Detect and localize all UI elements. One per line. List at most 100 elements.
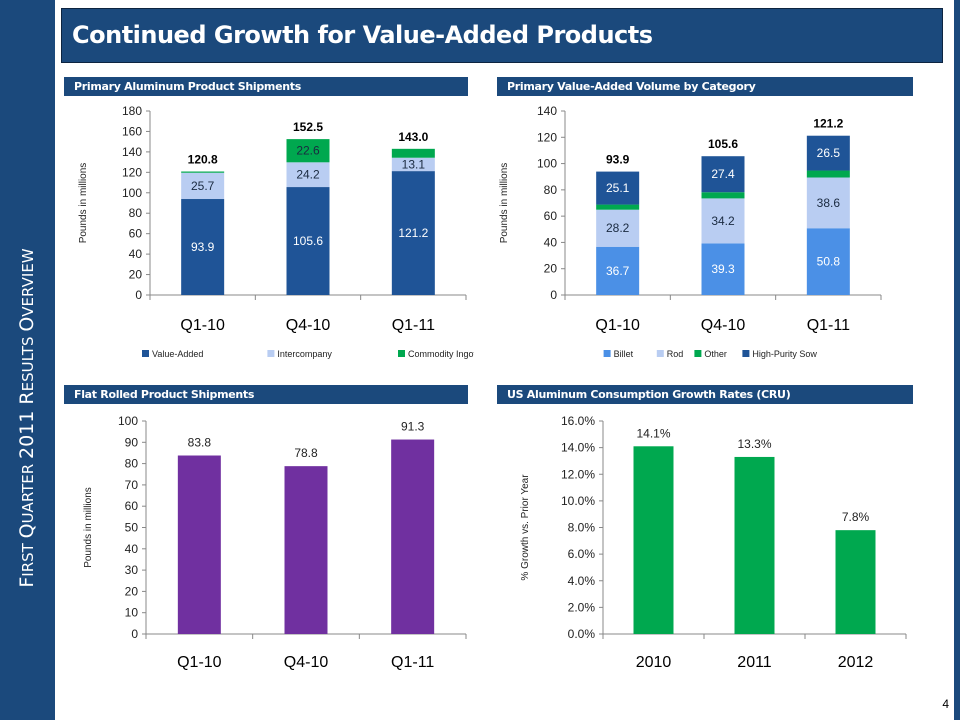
bar-intercompany bbox=[391, 157, 435, 172]
y-tick-label: 160 bbox=[122, 124, 142, 138]
bar-high-purity-sow bbox=[806, 135, 850, 171]
data-label: 105.6 bbox=[293, 234, 323, 248]
x-category-label: 2011 bbox=[737, 654, 772, 671]
y-tick-label: 16.0% bbox=[561, 414, 595, 428]
data-label: 36.7 bbox=[606, 264, 630, 278]
y-tick-label: 70 bbox=[125, 478, 139, 492]
chart-value-added-volume: 0 20 40 60 80 100 120 140 Pounds in millions 36.7… bbox=[499, 104, 882, 359]
y-tick-label: 0.0% bbox=[568, 627, 596, 641]
chart-us-consumption: 0.0% 2.0% 4.0% 6.0% 8.0% 10.0% 12.0% 14.0% 16.0%… bbox=[520, 414, 907, 671]
x-category-label: Q4-10 bbox=[701, 317, 746, 334]
y-tick-label: 140 bbox=[537, 104, 557, 118]
y-tick-label: 40 bbox=[125, 542, 139, 556]
x-category-label: Q4-10 bbox=[284, 654, 329, 671]
data-label: 39.3 bbox=[711, 262, 735, 276]
bar-growth bbox=[835, 530, 876, 634]
y-axis-title: Pounds in millions bbox=[499, 163, 510, 244]
x-category-label: 2012 bbox=[838, 654, 874, 671]
y-tick-label: 120 bbox=[122, 165, 142, 179]
panel-title-primary-shipments: Primary Aluminum Product Shipments bbox=[64, 77, 468, 96]
bar-high-purity-sow bbox=[596, 171, 640, 205]
bar-billet bbox=[701, 243, 745, 295]
y-tick-label: 80 bbox=[544, 183, 558, 197]
bar-rod bbox=[596, 209, 640, 247]
legend-swatch bbox=[742, 350, 750, 357]
data-label: 25.7 bbox=[191, 179, 215, 193]
y-tick-label: 100 bbox=[118, 414, 138, 428]
y-tick-label: 8.0% bbox=[568, 521, 596, 535]
panel-title-us-consumption: US Aluminum Consumption Growth Rates (CR… bbox=[497, 385, 913, 404]
bar-other bbox=[596, 204, 640, 210]
data-label: 26.5 bbox=[817, 146, 841, 160]
bar-other bbox=[806, 170, 850, 178]
total-label: 93.9 bbox=[606, 153, 630, 167]
y-tick-label: 20 bbox=[544, 262, 558, 276]
total-label: 152.5 bbox=[293, 120, 323, 134]
legend-swatch bbox=[694, 350, 702, 357]
data-label: 7.8% bbox=[842, 510, 870, 524]
legend-label: Commodity Ingot bbox=[408, 349, 474, 359]
y-tick-label: 10 bbox=[125, 606, 139, 620]
title-bar: Continued Growth for Value-Added Product… bbox=[61, 8, 943, 63]
data-label: 25.1 bbox=[606, 181, 630, 195]
y-tick-label: 60 bbox=[125, 499, 139, 513]
bar-value-added bbox=[286, 187, 330, 295]
y-tick-label: 0 bbox=[550, 288, 557, 302]
legend-label: High-Purity Sow bbox=[752, 349, 817, 359]
chart-primary-shipments: 0 20 40 60 80 100 120 140 160 180 Pounds in millio… bbox=[78, 104, 474, 359]
right-edge-bar bbox=[954, 0, 960, 720]
y-tick-label: 10.0% bbox=[561, 494, 595, 508]
legend-swatch bbox=[142, 350, 149, 357]
y-axis-title: Pounds in millions bbox=[78, 163, 89, 244]
y-tick-label: 80 bbox=[129, 206, 143, 220]
legend-label: Value-Added bbox=[152, 349, 203, 359]
chart-flat-rolled: 0 10 20 30 40 50 60 70 80 90 100 Pounds in millions… bbox=[83, 414, 467, 671]
bar-commodity-ingot bbox=[286, 139, 330, 163]
y-tick-label: 180 bbox=[122, 104, 142, 118]
y-tick-label: 100 bbox=[537, 157, 557, 171]
y-tick-label: 140 bbox=[122, 145, 142, 159]
legend-label: Other bbox=[704, 349, 727, 359]
bar-commodity-ingot bbox=[391, 148, 435, 158]
data-label: 24.2 bbox=[296, 168, 320, 182]
bar-intercompany bbox=[286, 162, 330, 188]
y-tick-label: 12.0% bbox=[561, 467, 595, 481]
data-label: 91.3 bbox=[401, 420, 425, 434]
bar-flat-rolled bbox=[177, 455, 221, 634]
bar-billet bbox=[806, 228, 850, 295]
y-tick-label: 30 bbox=[125, 563, 139, 577]
y-tick-label: 90 bbox=[125, 435, 139, 449]
y-tick-label: 0 bbox=[135, 288, 142, 302]
x-category-label: Q1-11 bbox=[391, 654, 434, 671]
x-category-label: 2010 bbox=[636, 654, 672, 671]
sidebar-title: FIRST QUARTER 2011 RESULTS OVERVIEW bbox=[16, 248, 38, 588]
legend-swatch bbox=[398, 350, 405, 357]
data-label: 27.4 bbox=[711, 167, 735, 181]
bar-growth bbox=[734, 456, 775, 634]
bar-other bbox=[701, 192, 745, 199]
y-tick-label: 14.0% bbox=[561, 441, 595, 455]
y-axis-title: % Growth vs. Prior Year bbox=[520, 474, 531, 581]
page-title: Continued Growth for Value-Added Product… bbox=[72, 21, 653, 49]
data-label: 93.9 bbox=[191, 240, 215, 254]
total-label: 143.0 bbox=[398, 130, 428, 144]
data-label: 34.2 bbox=[711, 214, 735, 228]
data-label: 121.2 bbox=[398, 226, 428, 240]
bar-flat-rolled bbox=[391, 439, 435, 634]
y-tick-label: 2.0% bbox=[568, 600, 596, 614]
legend-swatch bbox=[267, 350, 275, 357]
bar-high-purity-sow bbox=[701, 156, 745, 193]
data-label: 14.1% bbox=[636, 426, 670, 440]
y-tick-label: 80 bbox=[125, 457, 139, 471]
x-category-label: Q1-10 bbox=[180, 317, 225, 334]
bar-commodity-ingot bbox=[181, 171, 225, 173]
legend-swatch bbox=[656, 350, 664, 357]
data-label: 38.6 bbox=[817, 196, 841, 210]
bar-value-added bbox=[391, 171, 435, 295]
y-tick-label: 4.0% bbox=[568, 574, 596, 588]
data-label: 13.3% bbox=[737, 437, 771, 451]
data-label: 13.1 bbox=[402, 157, 426, 171]
bar-growth bbox=[633, 446, 674, 634]
data-label: 22.6 bbox=[296, 144, 320, 158]
bar-intercompany bbox=[181, 172, 225, 200]
